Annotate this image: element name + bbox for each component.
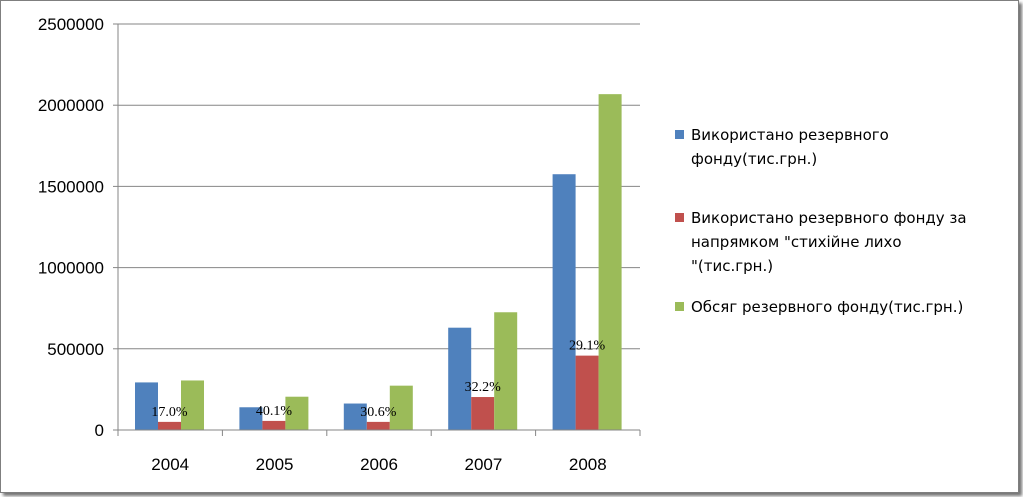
- bar: [181, 380, 204, 430]
- legend-label: фонду(тис.грн.): [691, 150, 817, 168]
- bar: [389, 385, 413, 430]
- data-label: 32.2%: [465, 380, 502, 395]
- y-tick-label: 1000000: [38, 259, 104, 278]
- bar: [471, 397, 495, 430]
- legend-label: Обсяг резервного фонду(тис.грн.): [691, 298, 963, 316]
- legend-label: Використано резервного: [691, 126, 889, 144]
- data-labels: 17.0% 40.1% 30.6% 32.2% 29.1%: [151, 339, 605, 420]
- data-label: 17.0%: [151, 405, 188, 420]
- bar: [366, 421, 390, 430]
- bar: [285, 396, 309, 430]
- x-tick-label: 2004: [151, 455, 189, 474]
- bar: [494, 312, 518, 430]
- bar: [552, 174, 576, 430]
- legend-label: напрямком "стихійне лихо: [691, 233, 902, 251]
- legend-label: "(тис.грн.): [691, 257, 773, 275]
- legend-label: Використано резервного фонду за: [691, 209, 967, 227]
- x-tick-label: 2007: [464, 455, 502, 474]
- legend-swatch: [675, 130, 684, 139]
- bar: [262, 420, 286, 430]
- legend: Використано резервного фонду(тис.грн.) Вик…: [675, 126, 967, 316]
- bar: [239, 407, 263, 430]
- legend-swatch: [675, 302, 684, 311]
- data-label: 40.1%: [256, 404, 293, 419]
- bar: [575, 355, 599, 430]
- data-label: 29.1%: [569, 339, 606, 354]
- bar: [343, 403, 367, 430]
- bar: [598, 94, 622, 430]
- y-tick-label: 500000: [47, 340, 104, 359]
- bar: [135, 382, 158, 430]
- y-tick-label: 0: [95, 421, 104, 440]
- y-tick-label: 2500000: [38, 15, 104, 34]
- x-tick-label: 2006: [360, 455, 398, 474]
- legend-swatch: [675, 213, 684, 222]
- bar: [158, 421, 181, 430]
- x-tick-label: 2005: [256, 455, 294, 474]
- data-label: 30.6%: [360, 405, 397, 420]
- bar: [448, 327, 472, 430]
- x-tick-label: 2008: [569, 455, 607, 474]
- y-tick-label: 2000000: [38, 96, 104, 115]
- y-tick-label: 1500000: [38, 177, 104, 196]
- axes: 0 500000 1000000 1500000 2000000 2500000 2004 2…: [38, 15, 641, 474]
- bars: [135, 94, 622, 430]
